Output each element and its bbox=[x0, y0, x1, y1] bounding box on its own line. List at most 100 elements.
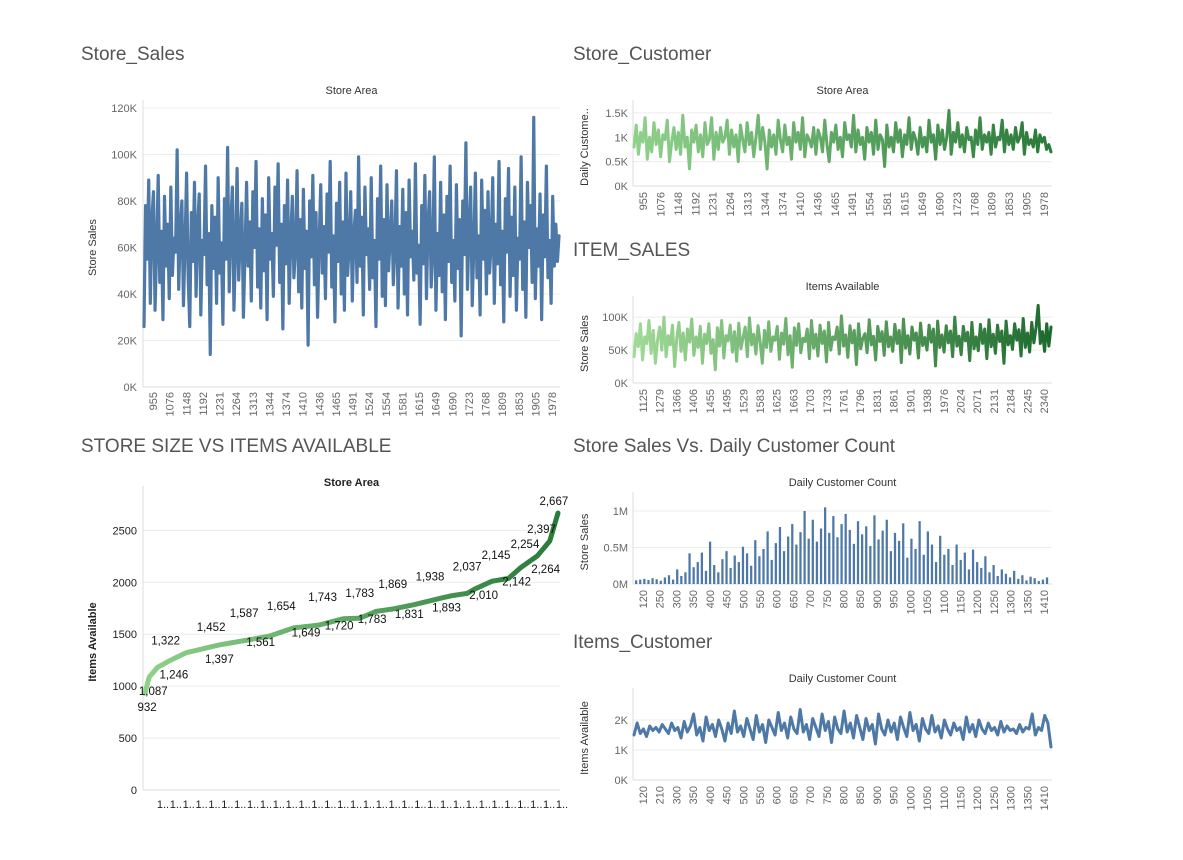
sales_vs_customers-bar bbox=[914, 548, 917, 584]
sales_vs_customers-bar bbox=[881, 530, 884, 584]
sales_vs_customers-bar bbox=[754, 540, 757, 584]
items_customer-x-tick-label: 450 bbox=[722, 786, 734, 804]
items_customer-x-tick-label: 210 bbox=[655, 786, 667, 804]
store_sales-x-tick-label: 1313 bbox=[248, 392, 260, 416]
sales_vs_customers-bar bbox=[680, 575, 683, 584]
item_sales-x-tick-label: 2024 bbox=[955, 389, 967, 413]
sales_vs_customers-axis-header: Daily Customer Count bbox=[789, 477, 897, 489]
sales_vs_customers-bar bbox=[959, 559, 962, 584]
sales_vs_customers-bar bbox=[1037, 581, 1040, 584]
sales-vs-customers-title: Store Sales Vs. Daily Customer Count bbox=[573, 436, 896, 457]
store_customer-chart: Store Area 0K 0.5K 1K 1.5K Daily Custome.. 955… bbox=[579, 85, 1053, 216]
sales_vs_customers-bar bbox=[791, 524, 794, 584]
size_vs_items-x-tick-label: 1.. bbox=[183, 799, 195, 811]
sales_vs_customers-bar bbox=[745, 553, 749, 584]
size_vs_items-x-tick-label: 1.. bbox=[376, 799, 388, 811]
sales_vs_customers-bar bbox=[930, 544, 934, 584]
sales_vs_customers-x-tick-label: 700 bbox=[805, 590, 817, 608]
size_vs_items-y-tick-label: 2000 bbox=[113, 577, 137, 589]
store_customer-y-axis-label: Daily Custome.. bbox=[579, 108, 591, 186]
item_sales-x-tick-label: 1733 bbox=[822, 389, 834, 413]
item_sales-x-tick-label: 1831 bbox=[872, 389, 884, 413]
size_vs_items-x-tick-label: 1.. bbox=[234, 799, 246, 811]
size_vs_items-axis-header: Store Area bbox=[324, 477, 380, 489]
sales_vs_customers-bar bbox=[865, 526, 868, 584]
sales_vs_customers-bar bbox=[918, 521, 921, 584]
sales_vs_customers-bar bbox=[1021, 575, 1024, 584]
size_vs_items-x-tick-label: 1.. bbox=[324, 799, 336, 811]
sales_vs_customers-bar bbox=[906, 557, 909, 584]
sales_vs_customers-bar bbox=[708, 541, 712, 584]
items_customer-x-tick-label: 900 bbox=[872, 786, 884, 804]
sales_vs_customers-bar bbox=[902, 523, 905, 584]
store_customer-y-tick-label: 0.5K bbox=[605, 157, 628, 169]
items_customer-x-tick-label: 750 bbox=[822, 786, 834, 804]
size_vs_items-x-tick-label: 1.. bbox=[517, 799, 529, 811]
sales_vs_customers-bar bbox=[651, 578, 654, 584]
size_vs_items-y-tick-label: 500 bbox=[119, 733, 137, 745]
items_customer-y-tick-label: 2K bbox=[615, 715, 629, 727]
size_vs_items-data-label: 1,743 bbox=[308, 592, 337, 604]
sales_vs_customers-bar bbox=[869, 546, 872, 584]
item_sales-x-tick-label: 1455 bbox=[705, 389, 717, 413]
sales_vs_customers-y-tick-label: 0M bbox=[613, 579, 628, 591]
sales_vs_customers-bar bbox=[787, 536, 790, 584]
size_vs_items-data-label: 2,254 bbox=[511, 539, 540, 551]
size_vs_items-x-tick-label: 1.. bbox=[170, 799, 182, 811]
sales_vs_customers-bar bbox=[774, 543, 777, 584]
sales_vs_customers-bar bbox=[725, 551, 728, 584]
items_customer-y-tick-label: 1K bbox=[615, 745, 629, 757]
store_customer-x-tick-label: 1978 bbox=[1039, 192, 1051, 216]
store_sales-y-tick-label: 20K bbox=[117, 336, 137, 348]
sales_vs_customers-x-tick-label: 1100 bbox=[939, 590, 951, 614]
store_sales-axis-header: Store Area bbox=[326, 85, 379, 97]
sales_vs_customers-x-tick-label: 120 bbox=[638, 590, 650, 608]
size_vs_items-data-label: 1,720 bbox=[325, 620, 354, 632]
items_customer-x-tick-label: 1410 bbox=[1039, 786, 1051, 810]
items_customer-x-tick-label: 1000 bbox=[905, 786, 917, 810]
size_vs_items-data-label: 1,322 bbox=[151, 636, 180, 648]
items_customer-y-axis-label: Items Available bbox=[579, 701, 591, 775]
sales_vs_customers-bar bbox=[1004, 573, 1008, 584]
store_sales-x-tick-label: 1264 bbox=[231, 392, 243, 416]
sales_vs_customers-bar bbox=[721, 559, 724, 584]
size_vs_items-x-tick-label: 1.. bbox=[350, 799, 362, 811]
store_sales-x-tick-label: 1410 bbox=[298, 392, 310, 416]
items_customer-x-tick-label: 1250 bbox=[989, 786, 1001, 810]
size_vs_items-x-tick-label: 1.. bbox=[195, 799, 207, 811]
item_sales-y-tick-label: 0K bbox=[615, 378, 629, 390]
items_customer-x-tick-label: 1200 bbox=[972, 786, 984, 810]
sales_vs_customers-bar bbox=[922, 554, 925, 584]
items_customer-x-tick-label: 950 bbox=[889, 786, 901, 804]
items_customer-x-tick-label: 800 bbox=[839, 786, 851, 804]
size-vs-items-title: STORE SIZE VS ITEMS AVAILABLE bbox=[81, 436, 392, 457]
items_customer-x-tick-label: 1300 bbox=[1006, 786, 1018, 810]
size_vs_items-x-tick-label: 1.. bbox=[157, 799, 169, 811]
item_sales-x-tick-label: 2340 bbox=[1039, 389, 1051, 413]
size_vs_items-y-tick-label: 0 bbox=[131, 785, 137, 797]
store_sales-x-tick-label: 1723 bbox=[464, 392, 476, 416]
sales_vs_customers-bar bbox=[885, 519, 888, 584]
size_vs_items-data-label: 2,264 bbox=[531, 564, 560, 576]
sales_vs_customers-bar bbox=[688, 553, 691, 584]
sales_vs_customers-bar bbox=[1013, 570, 1016, 584]
item_sales-x-tick-label: 1761 bbox=[839, 389, 851, 413]
store_customer-x-tick-label: 955 bbox=[638, 192, 650, 210]
size_vs_items-data-label: 2,010 bbox=[469, 590, 498, 602]
sales_vs_customers-x-tick-label: 850 bbox=[855, 590, 867, 608]
size_vs_items-y-tick-label: 1500 bbox=[113, 629, 137, 641]
store_sales-x-tick-label: 1076 bbox=[165, 392, 177, 416]
item_sales-y-tick-label: 50K bbox=[608, 345, 628, 357]
sales_vs_customers-bar bbox=[758, 556, 761, 584]
store_sales-x-tick-label: 1465 bbox=[331, 392, 343, 416]
store_sales-x-tick-label: 1768 bbox=[481, 392, 493, 416]
sales_vs_customers-bar bbox=[782, 551, 786, 584]
sales_vs_customers-bar bbox=[980, 567, 983, 584]
sales_vs_customers-x-tick-label: 1250 bbox=[989, 590, 1001, 614]
item-sales-title: ITEM_SALES bbox=[573, 240, 691, 261]
size_vs_items-x-tick-label: 1.. bbox=[273, 799, 285, 811]
size_vs_items-series-line bbox=[142, 510, 561, 696]
store_sales-x-tick-label: 1344 bbox=[264, 392, 276, 416]
items_customer-x-tick-label: 350 bbox=[688, 786, 700, 804]
sales_vs_customers-bar bbox=[807, 538, 810, 584]
